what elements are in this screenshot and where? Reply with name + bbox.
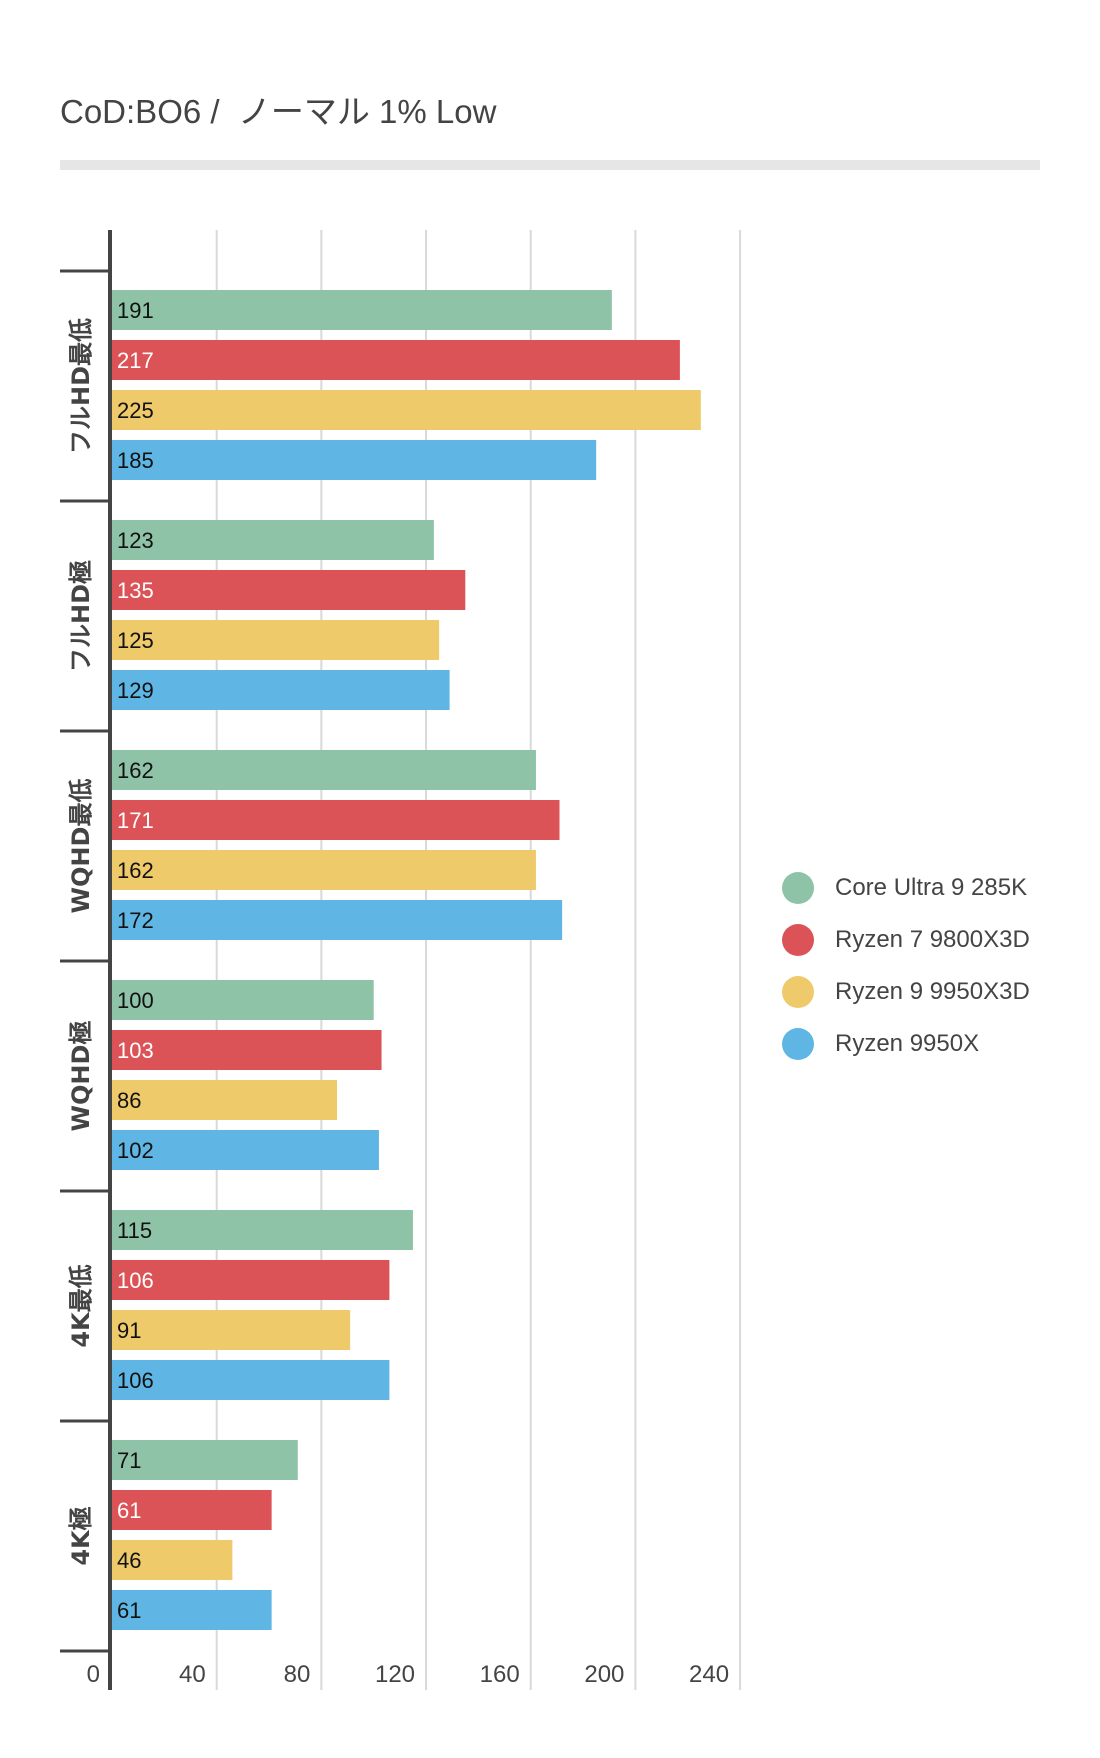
category-label: フルHD最低 [67, 318, 95, 454]
bar [112, 980, 374, 1020]
category-label: 4K最低 [67, 1264, 95, 1347]
bar [112, 1360, 390, 1400]
bar [112, 1440, 298, 1480]
category-label: 4K極 [67, 1506, 95, 1565]
bar-value-label: 46 [117, 1548, 141, 1573]
legend-label: Core Ultra 9 285K [835, 874, 1028, 901]
bar [112, 1590, 272, 1630]
bar [112, 1210, 413, 1250]
x-tick-label: 80 [284, 1661, 311, 1688]
category-label: フルHD極 [67, 560, 95, 672]
legend-item: Ryzen 7 9800X3D [782, 914, 1030, 966]
x-tick-label: 200 [584, 1661, 624, 1688]
x-tick-label: 120 [375, 1661, 415, 1688]
bar [112, 570, 466, 610]
bar [112, 390, 701, 430]
bar-value-label: 71 [117, 1448, 141, 1473]
bar [112, 900, 563, 940]
bar-value-label: 135 [117, 578, 154, 603]
bar [112, 850, 536, 890]
bar [112, 1540, 233, 1580]
bar [112, 1310, 351, 1350]
bar-value-label: 162 [117, 858, 154, 883]
bar-value-label: 191 [117, 298, 154, 323]
x-tick-label: 240 [689, 1661, 729, 1688]
legend-item: Ryzen 9 9950X3D [782, 966, 1030, 1018]
x-tick-label: 0 [87, 1661, 100, 1688]
bar [112, 290, 612, 330]
bar [112, 1490, 272, 1530]
bar [112, 520, 434, 560]
bar-value-label: 171 [117, 808, 154, 833]
bar-value-label: 106 [117, 1268, 154, 1293]
bar [112, 620, 440, 660]
bar [112, 670, 450, 710]
bar-value-label: 91 [117, 1318, 141, 1343]
bar-value-label: 115 [117, 1218, 152, 1243]
bar-value-label: 125 [117, 628, 154, 653]
bar-value-label: 61 [117, 1498, 141, 1523]
x-axis-tick-labels: 0 40 80 120 160 200 240 [87, 1661, 729, 1688]
bar-value-label: 172 [117, 908, 154, 933]
category-label: WQHD最低 [67, 779, 95, 914]
chart-title: CoD:BO6 / ノーマル 1% Low [60, 93, 497, 130]
bar-value-label: 225 [117, 398, 154, 423]
bar [112, 340, 680, 380]
legend-label: Ryzen 7 9800X3D [835, 926, 1030, 953]
y-axis [60, 230, 112, 1690]
bar-value-label: 217 [117, 348, 154, 373]
bar-value-label: 86 [117, 1088, 141, 1113]
bar [112, 1130, 379, 1170]
bar-value-label: 123 [117, 528, 154, 553]
x-tick-label: 40 [179, 1661, 206, 1688]
bar [112, 1080, 338, 1120]
category-label: WQHD極 [67, 1021, 95, 1132]
bar-value-label: 61 [117, 1598, 141, 1623]
legend-label: Ryzen 9 9950X3D [835, 978, 1030, 1005]
legend-swatch-icon [782, 976, 814, 1008]
bar [112, 1030, 382, 1070]
x-tick-label: 160 [480, 1661, 520, 1688]
bar [112, 440, 597, 480]
legend: Core Ultra 9 285K Ryzen 7 9800X3D Ryzen … [782, 862, 1030, 1070]
legend-item: Ryzen 9950X [782, 1018, 1030, 1070]
legend-label: Ryzen 9950X [835, 1030, 980, 1057]
legend-swatch-icon [782, 924, 814, 956]
bar-value-label: 103 [117, 1038, 154, 1063]
legend-swatch-icon [782, 872, 814, 904]
bar-value-label: 106 [117, 1368, 154, 1393]
title-divider [60, 160, 1040, 170]
bar [112, 800, 560, 840]
bar-value-label: 185 [117, 448, 154, 473]
bar [112, 750, 536, 790]
legend-swatch-icon [782, 1028, 814, 1060]
bar-value-label: 102 [117, 1138, 154, 1163]
bar [112, 1260, 390, 1300]
legend-item: Core Ultra 9 285K [782, 862, 1030, 914]
bars: 191 217 225 185 123 135 125 129 162 171 162 172 100 1… [112, 290, 701, 1630]
bar-value-label: 129 [117, 678, 154, 703]
bar-value-label: 162 [117, 758, 154, 783]
bar-value-label: 100 [117, 988, 154, 1013]
